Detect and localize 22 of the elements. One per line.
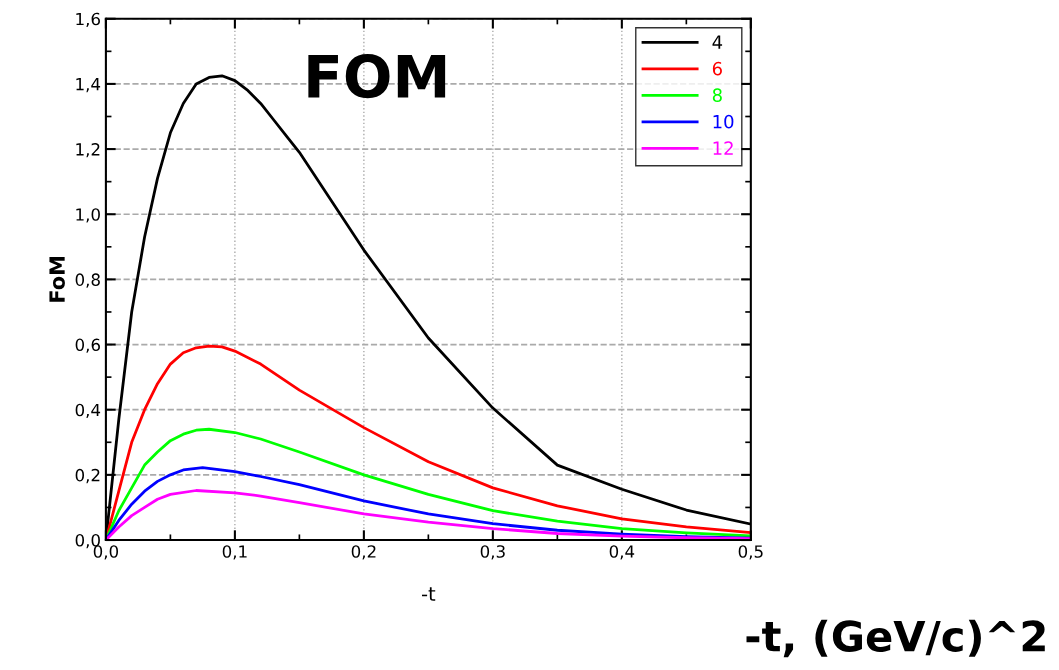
legend-label: 8 — [712, 88, 722, 102]
chart-title: FOM — [308, 54, 446, 99]
y-axis-title: FoM — [49, 257, 65, 302]
legend-label: 12 — [713, 141, 733, 155]
y-tick-label: 0,8 — [75, 273, 100, 288]
x-tick-label: 0,1 — [222, 545, 247, 560]
y-tick-label: 1,6 — [76, 12, 100, 28]
y-tick-label: 1,4 — [76, 78, 101, 93]
x-tick-label: 0,4 — [609, 545, 635, 560]
y-tick-label: 1,2 — [76, 143, 100, 158]
y-tick-label: 1,0 — [76, 208, 100, 223]
y-tick-label: 0,6 — [75, 338, 100, 353]
x-tick-label: 0,3 — [480, 545, 505, 560]
x-tick-label: 0,2 — [351, 545, 376, 560]
y-tick-label: 0,2 — [75, 468, 100, 484]
legend-label: 4 — [712, 35, 723, 49]
legend-label: 6 — [712, 61, 722, 76]
x-axis-title: -t — [422, 587, 436, 601]
x-tick-label: 0,5 — [738, 545, 763, 560]
y-tick-label: 0,4 — [75, 403, 101, 418]
text: -t, (GeV/c)^2 — [746, 619, 1045, 658]
legend-label: 10 — [713, 114, 734, 129]
